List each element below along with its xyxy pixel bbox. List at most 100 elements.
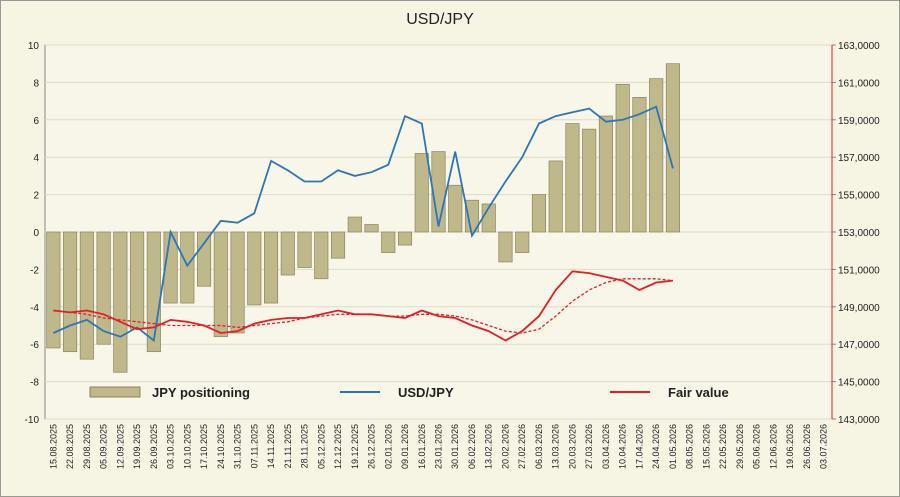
y-tick-label: 0 — [33, 228, 39, 239]
bar — [615, 83, 630, 233]
bar — [297, 231, 312, 268]
bar — [548, 160, 563, 233]
x-tick-label: 08.05.2026 — [685, 424, 695, 469]
bar — [63, 231, 78, 353]
legend-label: Fair value — [668, 385, 729, 400]
x-tick-label: 29.05.2026 — [735, 424, 745, 469]
x-tick-label: 05.06.2026 — [752, 424, 762, 469]
x-tick-label: 12.06.2026 — [768, 424, 778, 469]
x-tick-label: 15.05.2026 — [701, 424, 711, 469]
y-tick-label: -6 — [30, 340, 39, 351]
bar — [264, 231, 279, 304]
x-tick-label: 15.08.2025 — [48, 424, 58, 469]
x-tick-label: 20.02.2026 — [500, 424, 510, 469]
bar — [230, 231, 245, 334]
line — [53, 278, 673, 334]
bar — [598, 115, 613, 233]
y2-tick-label: 147,0000 — [838, 340, 880, 351]
bar — [280, 231, 295, 276]
bar — [448, 184, 463, 233]
x-tick-label: 10.10.2025 — [182, 424, 192, 469]
y2-tick-label: 157,0000 — [838, 153, 880, 164]
y2-tick-label: 159,0000 — [838, 116, 880, 127]
x-tick-label: 03.10.2025 — [166, 424, 176, 469]
y2-tick-label: 161,0000 — [838, 78, 880, 89]
y-tick-label: -10 — [25, 415, 40, 426]
x-tick-label: 26.09.2025 — [149, 424, 159, 469]
x-tick-label: 27.03.2026 — [584, 424, 594, 469]
y-tick-label: -8 — [30, 378, 39, 389]
x-tick-label: 26.12.2025 — [367, 424, 377, 469]
x-tick-label: 19.09.2025 — [132, 424, 142, 469]
x-tick-label: 03.07.2026 — [819, 424, 829, 469]
x-tick-label: 14.11.2025 — [266, 424, 276, 468]
line — [53, 105, 674, 343]
bar — [79, 231, 94, 360]
x-tick-label: 02.01.2026 — [383, 424, 393, 469]
bar — [146, 231, 161, 353]
x-tick-label: 21.11.2025 — [283, 424, 293, 468]
bar — [531, 194, 547, 233]
legend-label: USD/JPY — [398, 385, 454, 400]
bar — [414, 153, 429, 233]
bar — [314, 231, 329, 280]
bar — [582, 128, 597, 233]
y2-tick-label: 145,0000 — [838, 378, 880, 389]
bar — [46, 231, 61, 349]
x-tick-label: 07.11.2025 — [249, 424, 259, 468]
x-tick-label: 12.09.2025 — [115, 424, 125, 469]
chart-title: USD/JPY — [406, 11, 474, 28]
x-tick-label: 05.09.2025 — [99, 424, 109, 469]
bar — [213, 231, 228, 338]
bar — [330, 231, 346, 259]
x-tick-label: 10.04.2026 — [618, 424, 628, 469]
x-tick-label: 12.12.2025 — [333, 424, 343, 469]
x-tick-label: 26.06.2026 — [802, 424, 812, 469]
bar — [130, 231, 145, 330]
bar — [431, 151, 446, 233]
y-tick-label: 8 — [33, 78, 39, 89]
y2-tick-label: 163,0000 — [838, 41, 880, 52]
bar — [197, 231, 212, 287]
x-tick-label: 23.01.2026 — [434, 424, 444, 469]
y-tick-label: 6 — [33, 116, 39, 127]
bar — [632, 97, 647, 233]
x-tick-label: 20.03.2026 — [567, 424, 577, 469]
x-tick-label: 09.01.2026 — [400, 424, 410, 469]
x-tick-label: 03.04.2026 — [601, 424, 611, 469]
x-tick-label: 06.02.2026 — [467, 424, 477, 469]
bar — [649, 78, 664, 233]
x-tick-label: 17.10.2025 — [199, 424, 209, 469]
x-tick-label: 22.05.2026 — [718, 424, 728, 469]
bar — [347, 216, 362, 233]
x-tick-label: 13.02.2026 — [484, 424, 494, 469]
x-tick-label: 16.01.2026 — [417, 424, 427, 469]
y2-tick-label: 143,0000 — [838, 415, 880, 426]
y-tick-label: 10 — [28, 41, 40, 52]
legend-label: JPY positioning — [152, 385, 250, 400]
x-tick-label: 24.04.2026 — [651, 424, 661, 469]
bar — [247, 231, 262, 306]
x-tick-label: 19.12.2025 — [350, 424, 360, 469]
x-tick-label: 06.03.2026 — [534, 424, 544, 469]
x-tick-label: 31.10.2025 — [233, 424, 243, 469]
bar — [565, 123, 580, 233]
bar — [180, 231, 195, 304]
x-tick-label: 24.10.2025 — [216, 424, 226, 469]
x-tick-label: 28.11.2025 — [300, 424, 310, 468]
bar — [381, 231, 396, 253]
x-tick-label: 19.06.2026 — [785, 424, 795, 469]
bar — [515, 231, 530, 253]
y2-tick-label: 155,0000 — [838, 191, 880, 202]
x-tick-label: 22.08.2025 — [65, 424, 75, 469]
y2-tick-label: 149,0000 — [838, 303, 880, 314]
y-tick-label: -2 — [30, 265, 39, 276]
bar — [364, 224, 379, 233]
x-tick-label: 17.04.2026 — [634, 424, 644, 469]
y-tick-label: 4 — [33, 153, 39, 164]
x-tick-label: 01.05.2026 — [668, 424, 678, 469]
y2-tick-label: 153,0000 — [838, 228, 880, 239]
legend-swatch — [89, 386, 141, 398]
x-tick-label: 05.12.2025 — [316, 424, 326, 469]
y-tick-label: 2 — [33, 191, 39, 202]
